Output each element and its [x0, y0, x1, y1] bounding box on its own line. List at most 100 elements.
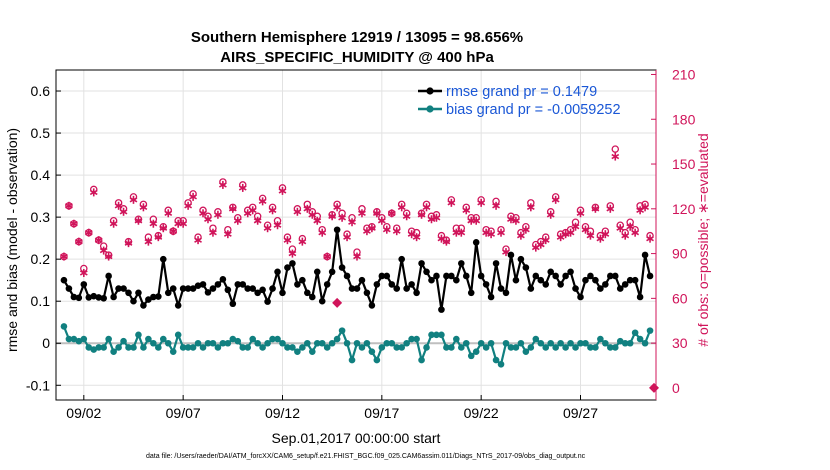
obs-evaluated-stroke	[646, 235, 654, 242]
obs-evaluated-stroke	[457, 229, 466, 236]
bias-point	[413, 335, 420, 343]
rmse-point	[398, 255, 405, 263]
rmse-point	[135, 289, 142, 297]
obs-evaluated-stroke	[144, 238, 153, 245]
x-tick-label: 09/27	[563, 405, 598, 421]
rmse-point	[130, 297, 137, 305]
rmse-point	[408, 281, 415, 288]
obs-evaluated-marker	[65, 201, 73, 210]
obs-evaluated-marker	[571, 222, 580, 231]
obs-evaluated-stroke	[263, 225, 272, 231]
rmse-point	[552, 272, 559, 280]
bias-point	[115, 344, 122, 351]
bias-point	[378, 344, 386, 351]
rmse-point	[259, 286, 266, 294]
rmse-point	[636, 293, 644, 301]
x-axis-label: Sep.01,2017 00:00:00 start	[272, 430, 441, 446]
obs-evaluated-stroke	[328, 213, 337, 219]
bias-point	[557, 339, 564, 347]
obs-evaluated-marker	[189, 192, 197, 201]
y-tick-label-left: 0	[42, 335, 50, 351]
obs-evaluated-marker	[248, 206, 257, 215]
obs-evaluated-marker	[184, 201, 193, 210]
obs-evaluated-marker	[457, 228, 466, 237]
rmse-point	[189, 285, 197, 292]
obs-evaluated-marker	[318, 228, 327, 237]
bias-point	[95, 344, 103, 351]
bias-point	[572, 344, 579, 351]
bias-point	[204, 339, 212, 347]
obs-evaluated-marker	[79, 268, 88, 277]
legend-rmse-label: rmse grand pr = 0.1479	[446, 84, 597, 100]
rmse-point	[631, 276, 639, 284]
bias-point	[438, 331, 445, 339]
obs-evaluated-stroke	[199, 210, 207, 216]
bias-point	[631, 329, 639, 337]
bias-point	[502, 339, 510, 347]
rmse-point	[323, 281, 331, 288]
obs-evaluated-marker	[204, 215, 212, 224]
rmse-point	[607, 272, 614, 280]
obs-evaluated-stroke	[596, 235, 605, 242]
rmse-point	[492, 260, 500, 267]
bias-point	[621, 339, 629, 347]
rmse-point	[219, 276, 227, 283]
obs-evaluated-stroke	[179, 221, 188, 227]
bias-point	[70, 335, 78, 343]
obs-evaluated-stroke	[268, 207, 277, 213]
obs-evaluated-stroke	[164, 210, 173, 216]
obs-evaluated-stroke	[382, 227, 391, 233]
bias-point	[552, 344, 559, 351]
obs-evaluated-marker	[616, 224, 625, 233]
rmse-point	[249, 285, 256, 292]
bias-point	[646, 327, 654, 334]
obs-evaluated-marker	[586, 231, 595, 240]
obs-evaluated-stroke	[74, 238, 83, 245]
obs-evaluated-stroke	[104, 253, 113, 260]
obs-evaluated-marker	[631, 228, 640, 237]
bias-point	[443, 344, 450, 351]
obs-evaluated-marker	[169, 227, 178, 236]
rmse-point	[150, 293, 157, 301]
obs-evaluated-marker	[159, 224, 168, 233]
obs-evaluated-marker	[432, 213, 441, 222]
obs-evaluated-marker	[74, 237, 83, 246]
obs-evaluated-marker	[209, 228, 217, 237]
obs-evaluated-marker	[387, 209, 396, 218]
obs-evaluated-stroke	[521, 227, 530, 233]
obs-evaluated-stroke	[497, 229, 505, 236]
bias-point	[174, 331, 182, 339]
obs-evaluated-stroke	[313, 218, 322, 224]
obs-evaluated-marker	[646, 234, 654, 243]
rmse-point	[487, 293, 495, 301]
rmse-point	[621, 281, 629, 288]
obs-evaluated-stroke	[293, 209, 302, 215]
rmse-point	[587, 272, 594, 280]
obs-evaluated-stroke	[218, 182, 227, 188]
bias-point	[368, 348, 376, 355]
bias-point	[234, 337, 242, 345]
obs-evaluated-marker	[263, 224, 272, 233]
obs-evaluated-marker	[293, 207, 302, 216]
obs-evaluated-marker	[353, 252, 361, 261]
obs-evaluated-marker	[268, 206, 277, 215]
obs-evaluated-stroke	[238, 185, 247, 191]
obs-evaluated-marker	[641, 203, 649, 212]
bias-point	[274, 335, 281, 343]
rmse-point	[145, 296, 152, 303]
bias-point	[65, 335, 73, 343]
axes: 09/02 09/07 09/12 09/17 09/22 09/27 -0.1 0 0.1 0.…	[26, 66, 696, 421]
bias-point	[308, 348, 316, 355]
bias-point	[299, 344, 306, 351]
y-tick-label-left: 0.2	[31, 251, 51, 267]
bias-point	[140, 344, 147, 351]
bias-point	[512, 344, 520, 351]
legend-bias-label: bias grand pr = -0.0059252	[446, 102, 621, 118]
obs-evaluated-stroke	[94, 237, 103, 243]
obs-evaluated-marker	[512, 216, 520, 225]
obs-evaluated-stroke	[417, 212, 426, 218]
obs-evaluated-marker	[497, 228, 505, 237]
obs-evaluated-marker	[536, 240, 545, 249]
rmse-point	[110, 293, 117, 301]
obs-evaluated-stroke	[536, 241, 545, 248]
